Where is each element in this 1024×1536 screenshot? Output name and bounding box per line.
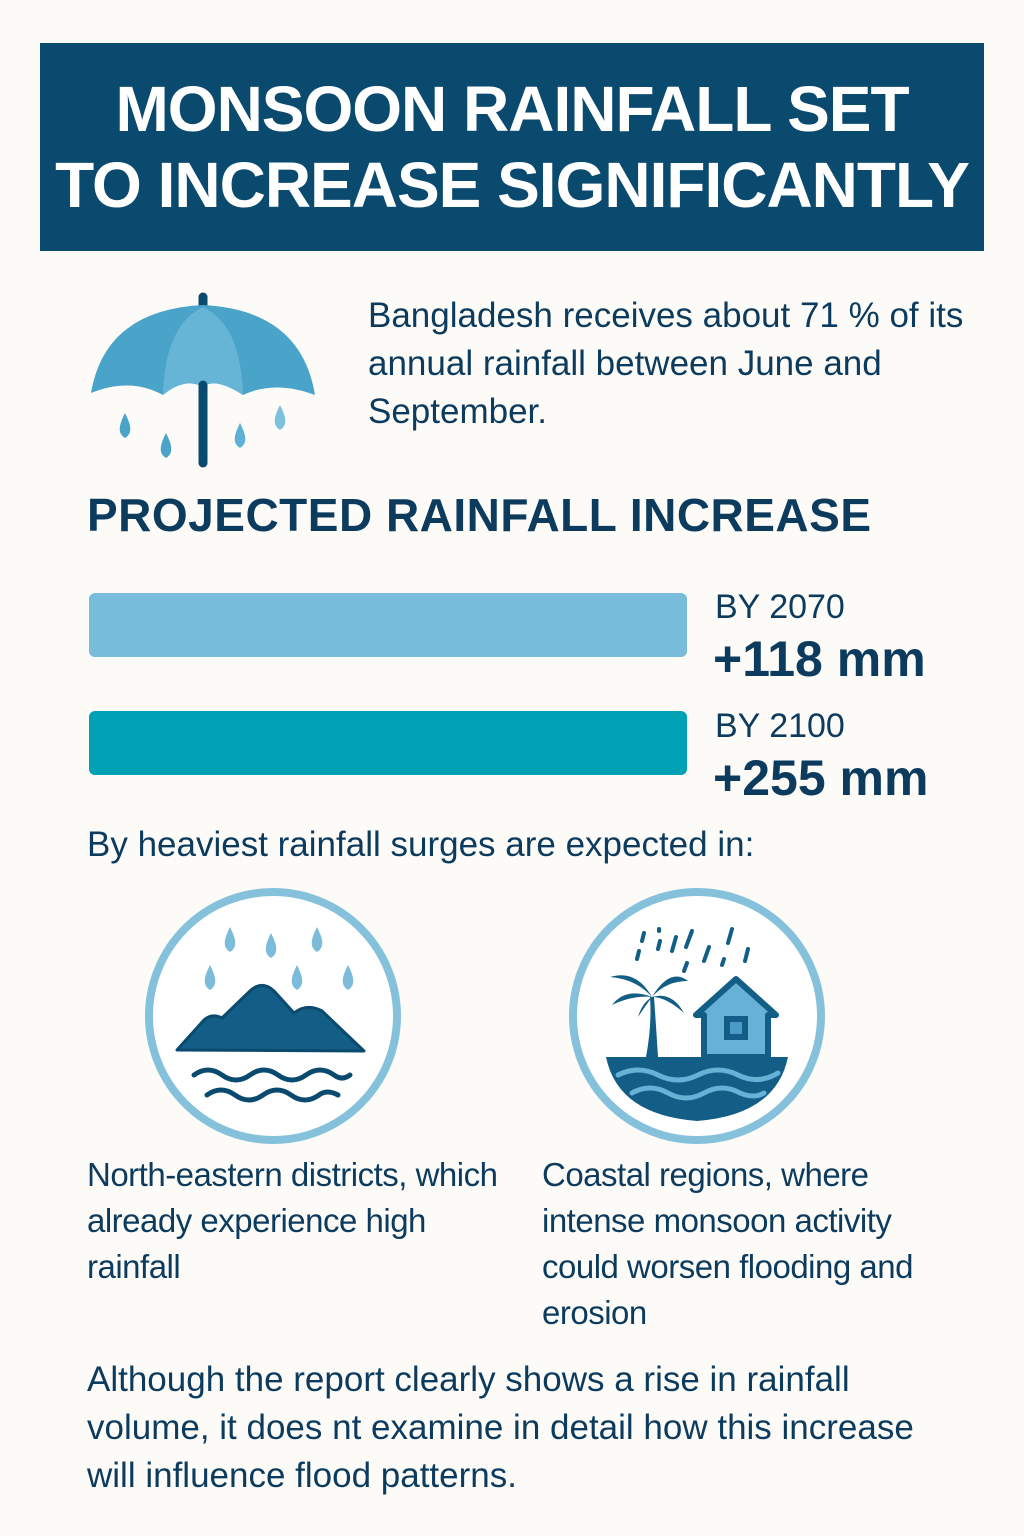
title-line-2: TO INCREASE SIGNIFICANTLY	[55, 149, 970, 221]
coastal-house-flood-icon	[566, 885, 828, 1147]
region-coastal-text: Coastal regions, where intense monsoon a…	[542, 1156, 913, 1331]
title-banner: MONSOON RAINFALL SET TO INCREASE SIGNIFI…	[40, 43, 984, 251]
bar-2070	[89, 593, 687, 657]
bar-2100-label: BY 2100	[715, 707, 845, 745]
umbrella-rain-icon	[85, 285, 325, 475]
bar-2070-label: BY 2070	[715, 588, 845, 626]
title-line-1: MONSOON RAINFALL SET	[115, 73, 909, 145]
footnote-text: Although the report clearly shows a rise…	[87, 1360, 914, 1495]
mountain-rain-water-icon	[142, 885, 404, 1147]
surge-intro: By heaviest rainfall surges are expected…	[87, 825, 755, 864]
bar-2100	[89, 711, 687, 775]
projection-heading: PROJECTED RAINFALL INCREASE	[87, 489, 872, 541]
intro-text: Bangladesh receives about 71 % of its an…	[368, 296, 964, 431]
bar-2100-value: +255 mm	[713, 750, 929, 806]
bar-2070-value: +118 mm	[713, 631, 926, 687]
region-northeast-text: North-eastern districts, which already e…	[87, 1156, 498, 1285]
